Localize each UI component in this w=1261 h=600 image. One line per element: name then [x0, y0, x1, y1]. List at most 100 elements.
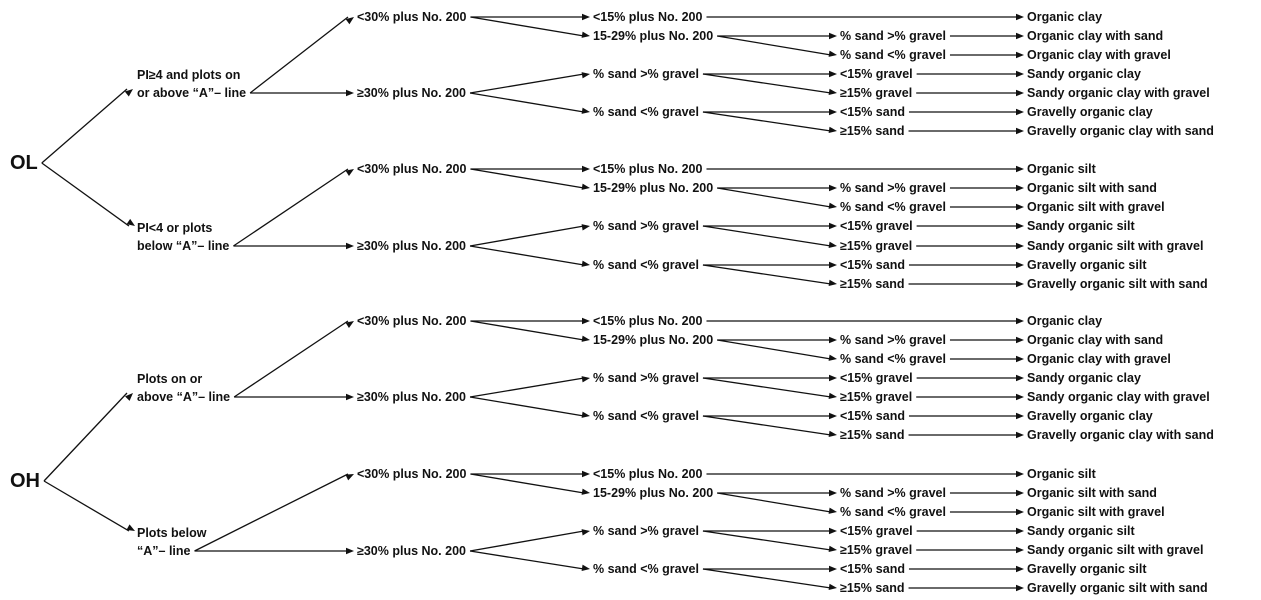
arrowhead-74	[1016, 527, 1024, 535]
node-d9: <15% gravel	[840, 219, 913, 233]
arrowhead-7	[346, 242, 354, 250]
leaf-n23: Organic silt with sand	[1027, 486, 1157, 500]
arrowhead-27	[581, 564, 590, 571]
connector-arrow-15	[469, 92, 585, 113]
arrowhead-46	[829, 222, 837, 230]
arrowhead-9	[346, 393, 354, 401]
leaf-n24: Organic silt with gravel	[1027, 505, 1165, 519]
connector-arrow-77	[702, 568, 832, 589]
arrowhead-53	[1016, 280, 1024, 288]
leaf-n6: Gravelly organic clay	[1027, 105, 1153, 119]
node-a3b: above “A”– line	[137, 390, 230, 404]
connector-arrow-51	[702, 264, 832, 285]
arrowhead-73	[828, 545, 837, 553]
node-d11: <15% sand	[840, 258, 905, 272]
leaf-n18: Sandy organic clay	[1027, 371, 1141, 385]
node-c16: % sand <% gravel	[593, 562, 699, 576]
connector-arrow-73	[702, 530, 832, 551]
leaf-n28: Gravelly organic silt with sand	[1027, 581, 1208, 595]
node-d1: % sand >% gravel	[840, 29, 946, 43]
node-d2: % sand <% gravel	[840, 48, 946, 62]
leaf-n8: Organic silt	[1027, 162, 1097, 176]
arrowhead-11	[346, 547, 354, 555]
leaf-n3: Organic clay with gravel	[1027, 48, 1171, 62]
arrowhead-32	[1016, 51, 1024, 59]
node-c7: % sand >% gravel	[593, 219, 699, 233]
connector-arrow-6	[233, 168, 349, 247]
leaf-n21: Gravelly organic clay with sand	[1027, 428, 1214, 442]
arrowhead-75	[1016, 546, 1024, 554]
arrowhead-16	[582, 165, 590, 173]
arrowhead-17	[581, 183, 590, 190]
node-a2b: below “A”– line	[137, 239, 229, 253]
node-c2: 15-29% plus No. 200	[593, 29, 713, 43]
arrowhead-66	[1016, 431, 1024, 439]
leaf-n19: Sandy organic clay with gravel	[1027, 390, 1210, 404]
node-b1: <30% plus No. 200	[357, 10, 466, 24]
arrowhead-2	[125, 393, 133, 401]
connector-arrow-14	[469, 73, 585, 94]
arrowhead-29	[829, 32, 837, 40]
arrowhead-39	[1016, 108, 1024, 116]
connector-arrow-43	[717, 187, 832, 208]
connector-arrow-22	[469, 377, 585, 398]
arrowhead-71	[1016, 508, 1024, 516]
connector-arrow-3	[43, 480, 130, 532]
leaf-n25: Sandy organic silt	[1027, 524, 1136, 538]
node-b2: ≥30% plus No. 200	[357, 86, 466, 100]
arrowhead-77	[828, 583, 837, 591]
arrowhead-50	[829, 261, 837, 269]
node-d5: <15% sand	[840, 105, 905, 119]
leaf-n4: Sandy organic clay	[1027, 67, 1141, 81]
arrowhead-79	[1016, 584, 1024, 592]
arrowhead-21	[581, 335, 590, 342]
arrowhead-42	[829, 184, 837, 192]
leaf-n26: Sandy organic silt with gravel	[1027, 543, 1203, 557]
connector-arrow-27	[469, 550, 585, 570]
node-d12: ≥15% sand	[840, 277, 905, 291]
arrowhead-54	[1016, 317, 1024, 325]
connector-arrow-10	[194, 473, 349, 552]
arrowhead-31	[1016, 32, 1024, 40]
arrowhead-64	[828, 430, 837, 438]
node-d23: <15% sand	[840, 562, 905, 576]
node-d17: <15% sand	[840, 409, 905, 423]
node-a2: PI<4 or plots	[137, 221, 212, 235]
node-c11: % sand >% gravel	[593, 371, 699, 385]
arrowhead-30	[828, 50, 837, 57]
arrowhead-10	[345, 474, 354, 481]
leaf-n1: Organic clay	[1027, 10, 1102, 24]
arrowhead-76	[829, 565, 837, 573]
arrowhead-45	[1016, 203, 1024, 211]
arrowhead-49	[1016, 242, 1024, 250]
arrowhead-47	[828, 241, 837, 248]
arrowhead-61	[1016, 374, 1024, 382]
connector-arrow-23	[469, 396, 585, 417]
arrowhead-69	[828, 507, 837, 514]
connector-arrow-4	[249, 16, 349, 94]
arrowhead-15	[581, 107, 590, 114]
arrowhead-65	[1016, 412, 1024, 420]
node-d3: <15% gravel	[840, 67, 913, 81]
leaf-n7: Gravelly organic clay with sand	[1027, 124, 1214, 138]
connector-arrow-64	[702, 415, 832, 436]
connector-arrow-1	[41, 162, 130, 227]
arrowhead-8	[345, 321, 354, 328]
arrowhead-62	[1016, 393, 1024, 401]
leaf-n9: Organic silt with sand	[1027, 181, 1157, 195]
leaf-n5: Sandy organic clay with gravel	[1027, 86, 1210, 100]
node-c10: 15-29% plus No. 200	[593, 333, 713, 347]
node-b4: ≥30% plus No. 200	[357, 239, 466, 253]
arrowhead-34	[828, 88, 837, 96]
arrowhead-70	[1016, 489, 1024, 497]
arrowhead-25	[581, 488, 590, 495]
arrowhead-37	[829, 108, 837, 116]
node-b3: <30% plus No. 200	[357, 162, 466, 176]
arrowhead-5	[346, 89, 354, 97]
connector-arrow-47	[702, 225, 832, 247]
leaf-n12: Sandy organic silt with gravel	[1027, 239, 1203, 253]
node-d15: <15% gravel	[840, 371, 913, 385]
arrowhead-19	[581, 260, 590, 267]
node-b5: <30% plus No. 200	[357, 314, 466, 328]
node-c6: 15-29% plus No. 200	[593, 181, 713, 195]
